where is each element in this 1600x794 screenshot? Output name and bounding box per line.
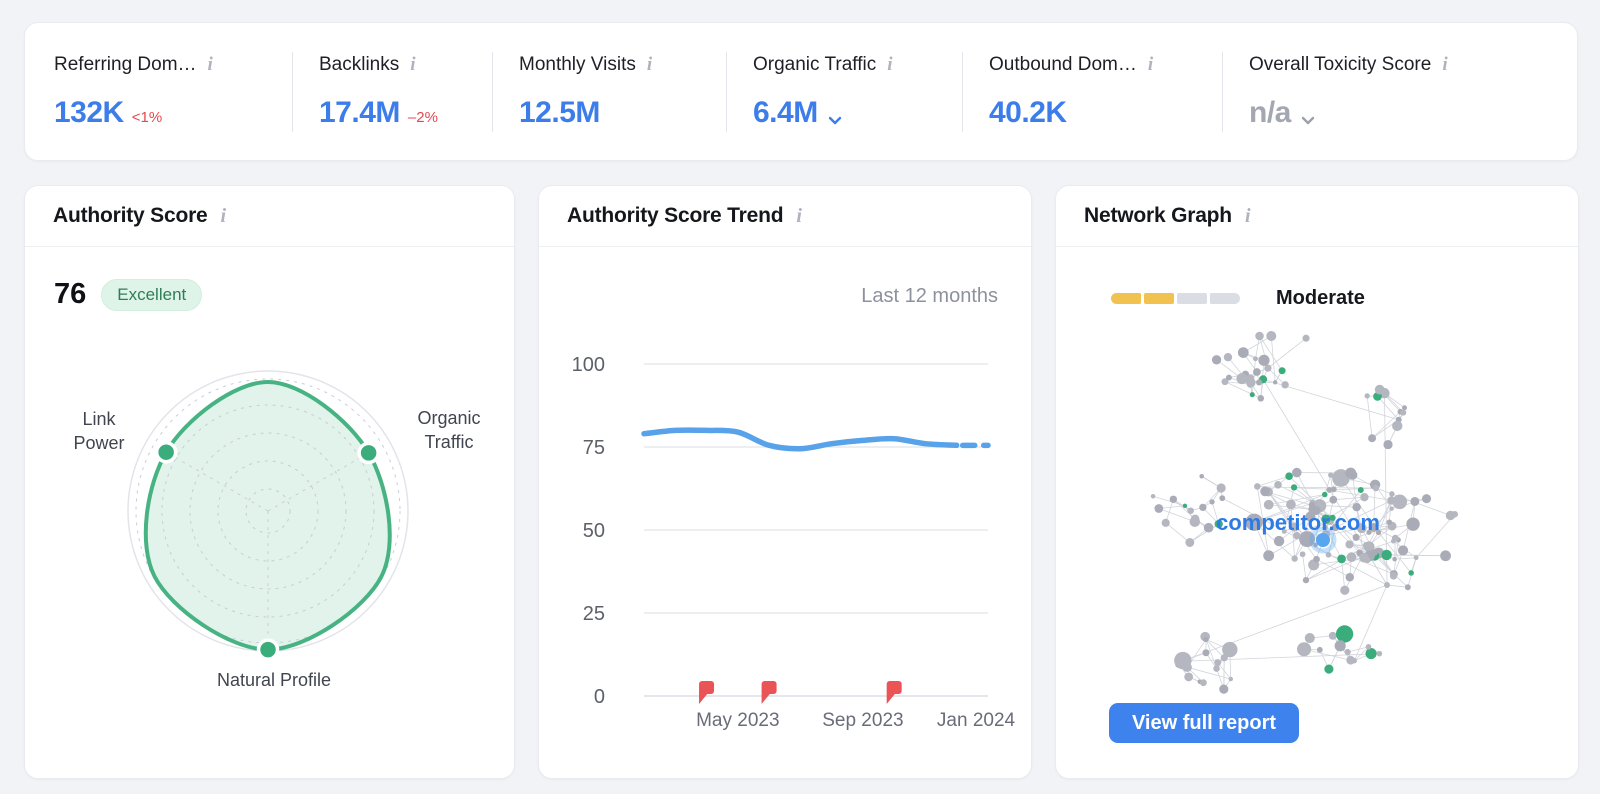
view-full-report-button[interactable]: View full report (1109, 703, 1299, 743)
info-icon[interactable]: i (410, 54, 416, 75)
info-icon[interactable]: i (1147, 54, 1154, 75)
center-domain-label: competitor.com (1216, 510, 1380, 535)
radar-axis-label: Natural Profile (217, 670, 331, 690)
metric-value: n/a (1249, 95, 1291, 129)
y-axis-tick: 100 (572, 354, 605, 376)
trend-range-label: Last 12 months (861, 285, 998, 307)
metric-value: 17.4M (319, 95, 400, 129)
radar-axis-label: Organic Traffic (417, 408, 480, 452)
authority-trend-title: Authority Score Trend (567, 204, 784, 227)
network-graph-card: Network Graph i Moderate competitor.com … (1055, 185, 1579, 779)
metrics-bar: Referring Dom… i 132K <1% Backlinks i 17.4M –2%… (24, 22, 1578, 161)
authority-trend-header: Authority Score Trend i (539, 186, 1031, 247)
info-icon[interactable]: i (207, 54, 213, 75)
authority-score-card: Authority Score i 76 Excellent Link Power… (24, 185, 515, 779)
severity-segment (1210, 292, 1240, 304)
y-axis-tick: 75 (583, 437, 605, 459)
metric-value: 40.2K (989, 95, 1067, 129)
info-icon[interactable]: i (887, 54, 893, 75)
metric-label: Organic Traffic (753, 53, 877, 75)
metric-value: 12.5M (519, 95, 600, 129)
info-icon[interactable]: i (1442, 54, 1448, 75)
x-axis-tick: Sep 2023 (822, 710, 903, 731)
metric-delta: <1% (131, 108, 163, 126)
network-graph-title: Network Graph (1084, 204, 1232, 227)
chevron-down-icon[interactable] (828, 116, 842, 128)
y-axis-tick: 25 (583, 603, 605, 625)
metric-label: Referring Dom… (54, 53, 197, 75)
metric-label: Outbound Dom… (989, 53, 1137, 75)
authority-score-value-row: 76 Excellent (54, 278, 203, 311)
info-icon[interactable]: i (796, 205, 802, 227)
info-icon[interactable]: i (220, 205, 227, 227)
authority-score-header: Authority Score i (25, 186, 514, 247)
authority-trend-chart: 0 25 50 75 100 May 2023 Sep 2023 Jan 2024 (572, 354, 1016, 731)
network-graph-visualization: competitor.com (1150, 331, 1459, 694)
x-axis-tick: Jan 2024 (937, 710, 1016, 731)
metric-organic-traffic: Organic Traffic i 6.4M (726, 51, 962, 132)
y-axis-tick: 0 (594, 686, 605, 708)
metric-monthly-visits: Monthly Visits i 12.5M (492, 51, 726, 132)
info-icon[interactable]: i (1244, 205, 1251, 227)
network-graph-header: Network Graph i (1056, 186, 1578, 247)
metric-delta: –2% (407, 108, 438, 126)
severity-meter (1111, 292, 1240, 304)
metric-value: 6.4M (753, 95, 818, 129)
metric-label: Overall Toxicity Score (1249, 53, 1432, 75)
severity-segment (1111, 292, 1141, 304)
chevron-down-icon[interactable] (1301, 116, 1315, 128)
radar-axis-label: Link Power (73, 409, 124, 453)
severity-segment (1177, 292, 1207, 304)
severity-row: Moderate (1111, 287, 1365, 309)
info-icon[interactable]: i (646, 54, 653, 75)
x-axis-tick: May 2023 (696, 710, 779, 731)
y-axis-tick: 50 (583, 520, 605, 542)
metric-label: Backlinks (319, 53, 400, 75)
metric-backlinks: Backlinks i 17.4M –2% (292, 51, 492, 132)
update-flag-icon[interactable] (886, 681, 902, 704)
authority-radar-chart: Link Power Organic Traffic Natural Profile (73, 370, 481, 690)
metric-label: Monthly Visits (519, 53, 636, 75)
severity-segment (1144, 292, 1174, 304)
authority-trend-card: Authority Score Trend i Last 12 months 0… (538, 185, 1032, 779)
severity-label: Moderate (1276, 286, 1365, 309)
metric-outbound-dom: Outbound Dom… i 40.2K (962, 51, 1222, 132)
authority-score-title: Authority Score (53, 204, 208, 227)
metric-referring-dom: Referring Dom… i 132K <1% (25, 52, 292, 132)
update-flag-icon[interactable] (699, 681, 715, 704)
authority-score-badge: Excellent (101, 278, 203, 311)
metric-overall-toxicity-score: Overall Toxicity Score i n/a (1222, 51, 1576, 132)
authority-score-number: 76 (54, 278, 87, 310)
update-flag-icon[interactable] (761, 681, 777, 704)
metric-value: 132K (54, 95, 124, 129)
